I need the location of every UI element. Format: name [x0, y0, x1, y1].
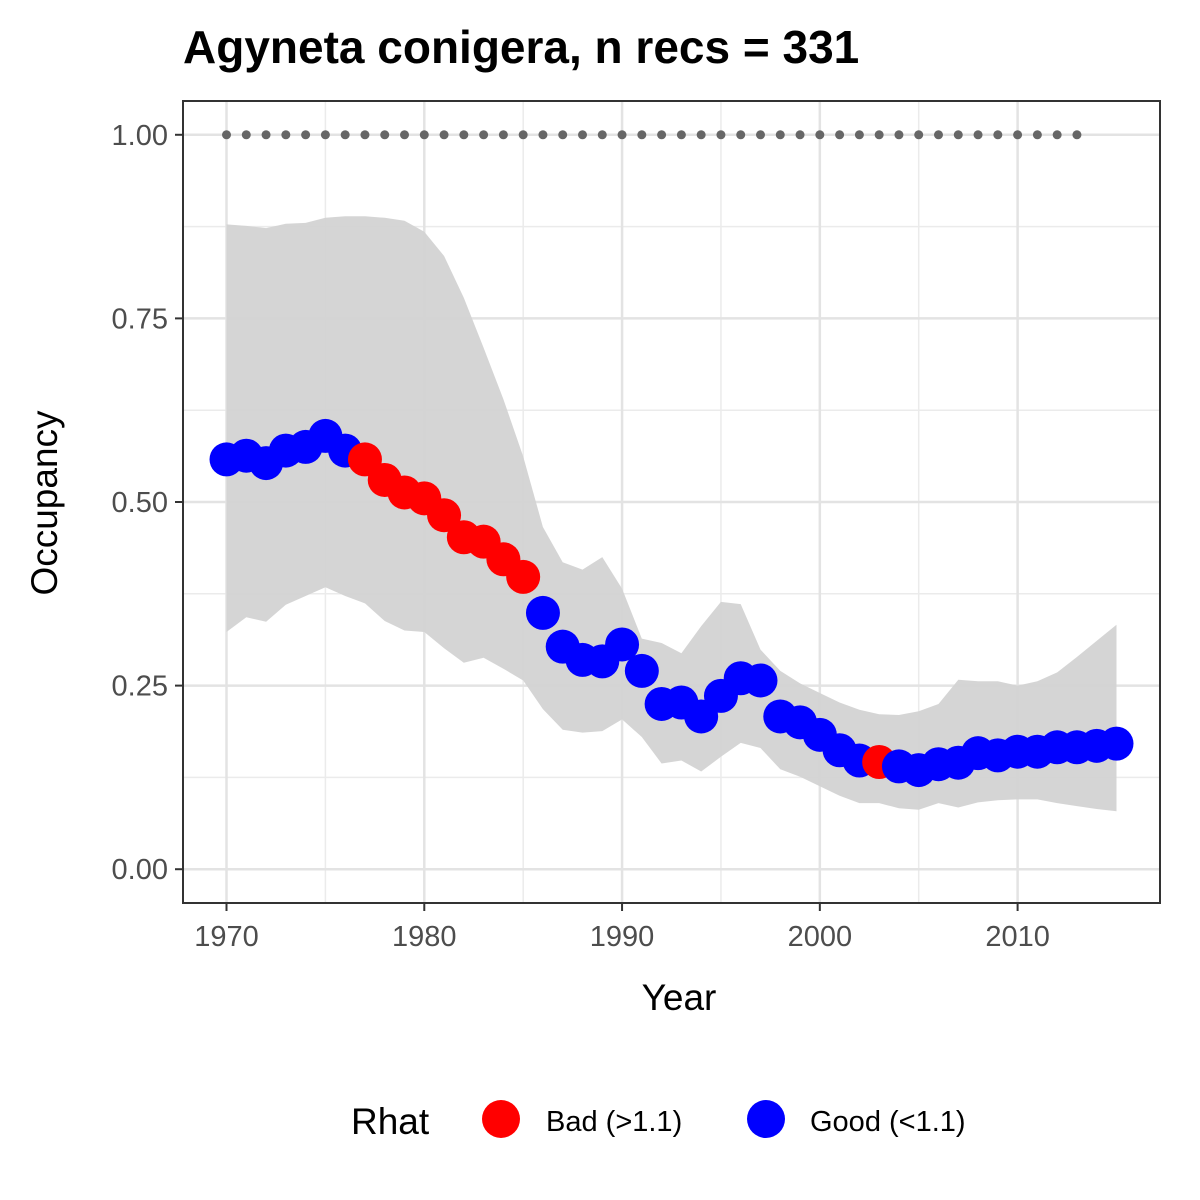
reference-point — [320, 130, 330, 140]
reference-point — [993, 130, 1003, 140]
x-tick-label: 1990 — [590, 921, 655, 953]
reference-point — [459, 130, 469, 140]
reference-point — [696, 130, 706, 140]
x-axis-title: Year — [642, 977, 717, 1018]
occupancy-point — [506, 559, 541, 594]
legend-key-good — [747, 1100, 785, 1138]
x-tick-label: 1970 — [194, 921, 259, 953]
credible-interval-ribbon — [226, 216, 1117, 812]
reference-point — [578, 130, 588, 140]
reference-point — [736, 130, 746, 140]
reference-point — [854, 130, 864, 140]
legend-title: Rhat — [351, 1101, 430, 1142]
reference-point — [1032, 130, 1042, 140]
x-tick-label: 1980 — [392, 921, 457, 953]
reference-point — [835, 130, 845, 140]
reference-point — [281, 130, 291, 140]
y-tick-label: 0.50 — [112, 487, 168, 519]
reference-point — [439, 130, 449, 140]
x-tick-label: 2010 — [985, 921, 1050, 953]
reference-point — [479, 130, 489, 140]
legend-label-good: Good (<1.1) — [810, 1106, 966, 1138]
y-tick-label: 0.25 — [112, 671, 168, 703]
reference-point — [340, 130, 350, 140]
reference-point — [261, 130, 271, 140]
occupancy-point — [427, 498, 462, 533]
reference-point — [538, 130, 548, 140]
reference-point — [953, 130, 963, 140]
legend: Rhat Bad (>1.1) Good (<1.1) — [351, 1100, 966, 1142]
x-tick-label: 2000 — [788, 921, 853, 953]
reference-point — [676, 130, 686, 140]
reference-point — [301, 130, 311, 140]
y-tick-label: 0.00 — [112, 854, 168, 886]
occupancy-point — [605, 627, 640, 662]
reference-point — [360, 130, 370, 140]
reference-point — [894, 130, 904, 140]
y-tick-label: 1.00 — [112, 120, 168, 152]
reference-point — [400, 130, 410, 140]
occupancy-point — [525, 595, 560, 630]
legend-label-bad: Bad (>1.1) — [546, 1106, 682, 1138]
y-axis-title: Occupancy — [24, 410, 65, 596]
reference-point — [222, 130, 232, 140]
reference-point — [518, 130, 528, 140]
reference-point — [419, 130, 429, 140]
reference-point — [716, 130, 726, 140]
reference-point — [874, 130, 884, 140]
reference-point — [1072, 130, 1082, 140]
reference-point — [914, 130, 924, 140]
reference-point — [815, 130, 825, 140]
reference-point — [617, 130, 627, 140]
chart-title: Agyneta conigera, n recs = 331 — [183, 21, 859, 73]
reference-point — [973, 130, 983, 140]
occupancy-point — [624, 653, 659, 688]
legend-key-bad — [482, 1100, 520, 1138]
occupancy-point — [1099, 726, 1134, 761]
reference-point — [380, 130, 390, 140]
reference-point — [498, 130, 508, 140]
reference-point — [755, 130, 765, 140]
reference-point — [933, 130, 943, 140]
reference-point — [558, 130, 568, 140]
reference-point — [1013, 130, 1023, 140]
reference-point — [637, 130, 647, 140]
occupancy-point — [743, 663, 778, 698]
reference-point — [657, 130, 667, 140]
reference-point — [1052, 130, 1062, 140]
reference-point — [795, 130, 805, 140]
reference-point — [597, 130, 607, 140]
reference-point — [241, 130, 251, 140]
reference-point — [775, 130, 785, 140]
y-tick-label: 0.75 — [112, 303, 168, 335]
